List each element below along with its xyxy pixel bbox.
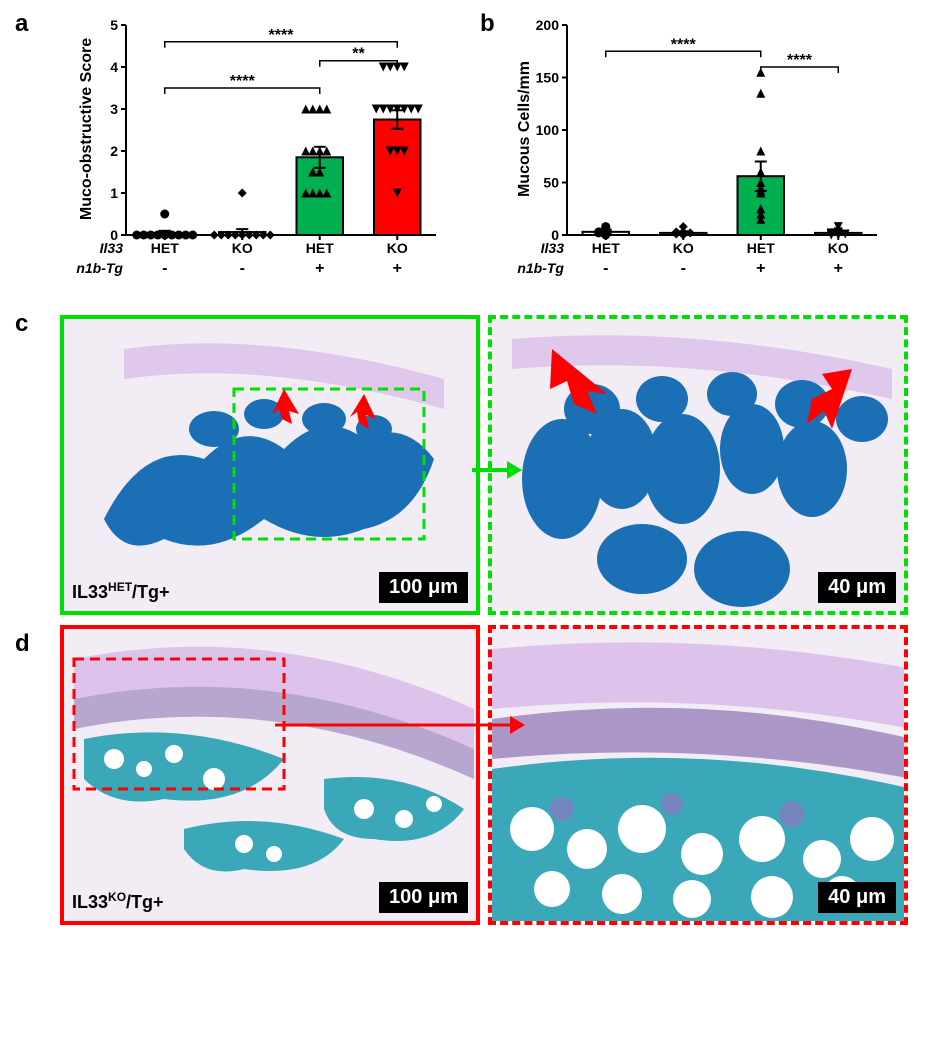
svg-text:4: 4	[110, 59, 118, 75]
svg-text:-: -	[239, 260, 244, 277]
svg-text:HET: HET	[591, 240, 619, 256]
svg-text:Scnn1b-Tg: Scnn1b-Tg	[76, 260, 123, 276]
svg-text:****: ****	[229, 73, 255, 90]
histology-c-left-svg	[64, 319, 476, 611]
panel-label-c: c	[15, 310, 28, 338]
chart-b-svg: 050100150200HET-KO-HET+KO+Il33Scnn1b-Tg*…	[517, 15, 887, 295]
svg-text:3: 3	[110, 101, 118, 117]
panel-label-a: a	[15, 10, 28, 38]
svg-text:**: **	[352, 46, 365, 63]
micro-c-left: IL33HET/Tg+ 100 μm	[60, 315, 480, 615]
svg-text:HET: HET	[746, 240, 774, 256]
chart-b-ylabel: Mucous Cells/mm	[516, 61, 534, 197]
micro-c-left-label: IL33HET/Tg+	[72, 580, 170, 603]
svg-text:+: +	[315, 260, 324, 277]
chart-b: Mucous Cells/mm 050100150200HET-KO-HET+K…	[517, 15, 887, 300]
figure-root: a b Muco-obstructive Score 012345HET-KO-…	[10, 10, 922, 925]
histology-c-right-svg	[492, 319, 904, 611]
svg-text:KO: KO	[827, 240, 848, 256]
svg-text:-: -	[603, 260, 608, 277]
svg-text:+: +	[756, 260, 765, 277]
micro-d-right: 40 μm	[488, 625, 908, 925]
svg-text:200: 200	[535, 17, 559, 33]
svg-text:HET: HET	[305, 240, 333, 256]
connector-arrow-icon	[275, 710, 525, 740]
charts-row: Muco-obstructive Score 012345HET-KO-HET+…	[10, 10, 922, 300]
svg-text:****: ****	[670, 36, 696, 53]
svg-text:****: ****	[268, 27, 294, 44]
svg-text:2: 2	[110, 143, 118, 159]
svg-text:Scnn1b-Tg: Scnn1b-Tg	[517, 260, 564, 276]
micro-d-left-label: IL33KO/Tg+	[72, 890, 164, 913]
micro-row-d: IL33KO/Tg+ 100 μm	[60, 625, 922, 925]
svg-text:50: 50	[543, 175, 559, 191]
histology-d-left-svg	[64, 629, 476, 921]
svg-text:Il33: Il33	[540, 240, 564, 256]
chart-a-ylabel: Muco-obstructive Score	[78, 38, 96, 220]
chart-a-svg: 012345HET-KO-HET+KO+Il33Scnn1b-Tg*******…	[76, 15, 446, 295]
micro-c-right: 40 μm	[488, 315, 908, 615]
svg-text:+: +	[392, 260, 401, 277]
scale-bar: 40 μm	[818, 572, 896, 603]
svg-text:HET: HET	[150, 240, 178, 256]
scale-bar: 100 μm	[379, 572, 468, 603]
svg-text:150: 150	[535, 70, 559, 86]
svg-text:-: -	[680, 260, 685, 277]
micro-d-left: IL33KO/Tg+ 100 μm	[60, 625, 480, 925]
micro-row-c: IL33HET/Tg+ 100 μm	[60, 315, 922, 615]
svg-text:+: +	[833, 260, 842, 277]
histology-d-right-svg	[492, 629, 904, 921]
svg-text:5: 5	[110, 17, 118, 33]
svg-text:KO: KO	[672, 240, 693, 256]
svg-text:100: 100	[535, 122, 559, 138]
scale-bar: 100 μm	[379, 882, 468, 913]
panel-label-b: b	[480, 10, 495, 38]
chart-a: Muco-obstructive Score 012345HET-KO-HET+…	[76, 15, 446, 300]
svg-text:-: -	[162, 260, 167, 277]
svg-text:1: 1	[110, 185, 118, 201]
connector-arrow-icon	[472, 455, 522, 485]
svg-text:****: ****	[787, 52, 813, 69]
svg-text:KO: KO	[386, 240, 407, 256]
scale-bar: 40 μm	[818, 882, 896, 913]
svg-text:Il33: Il33	[99, 240, 123, 256]
svg-text:KO: KO	[231, 240, 252, 256]
panel-label-d: d	[15, 630, 30, 658]
